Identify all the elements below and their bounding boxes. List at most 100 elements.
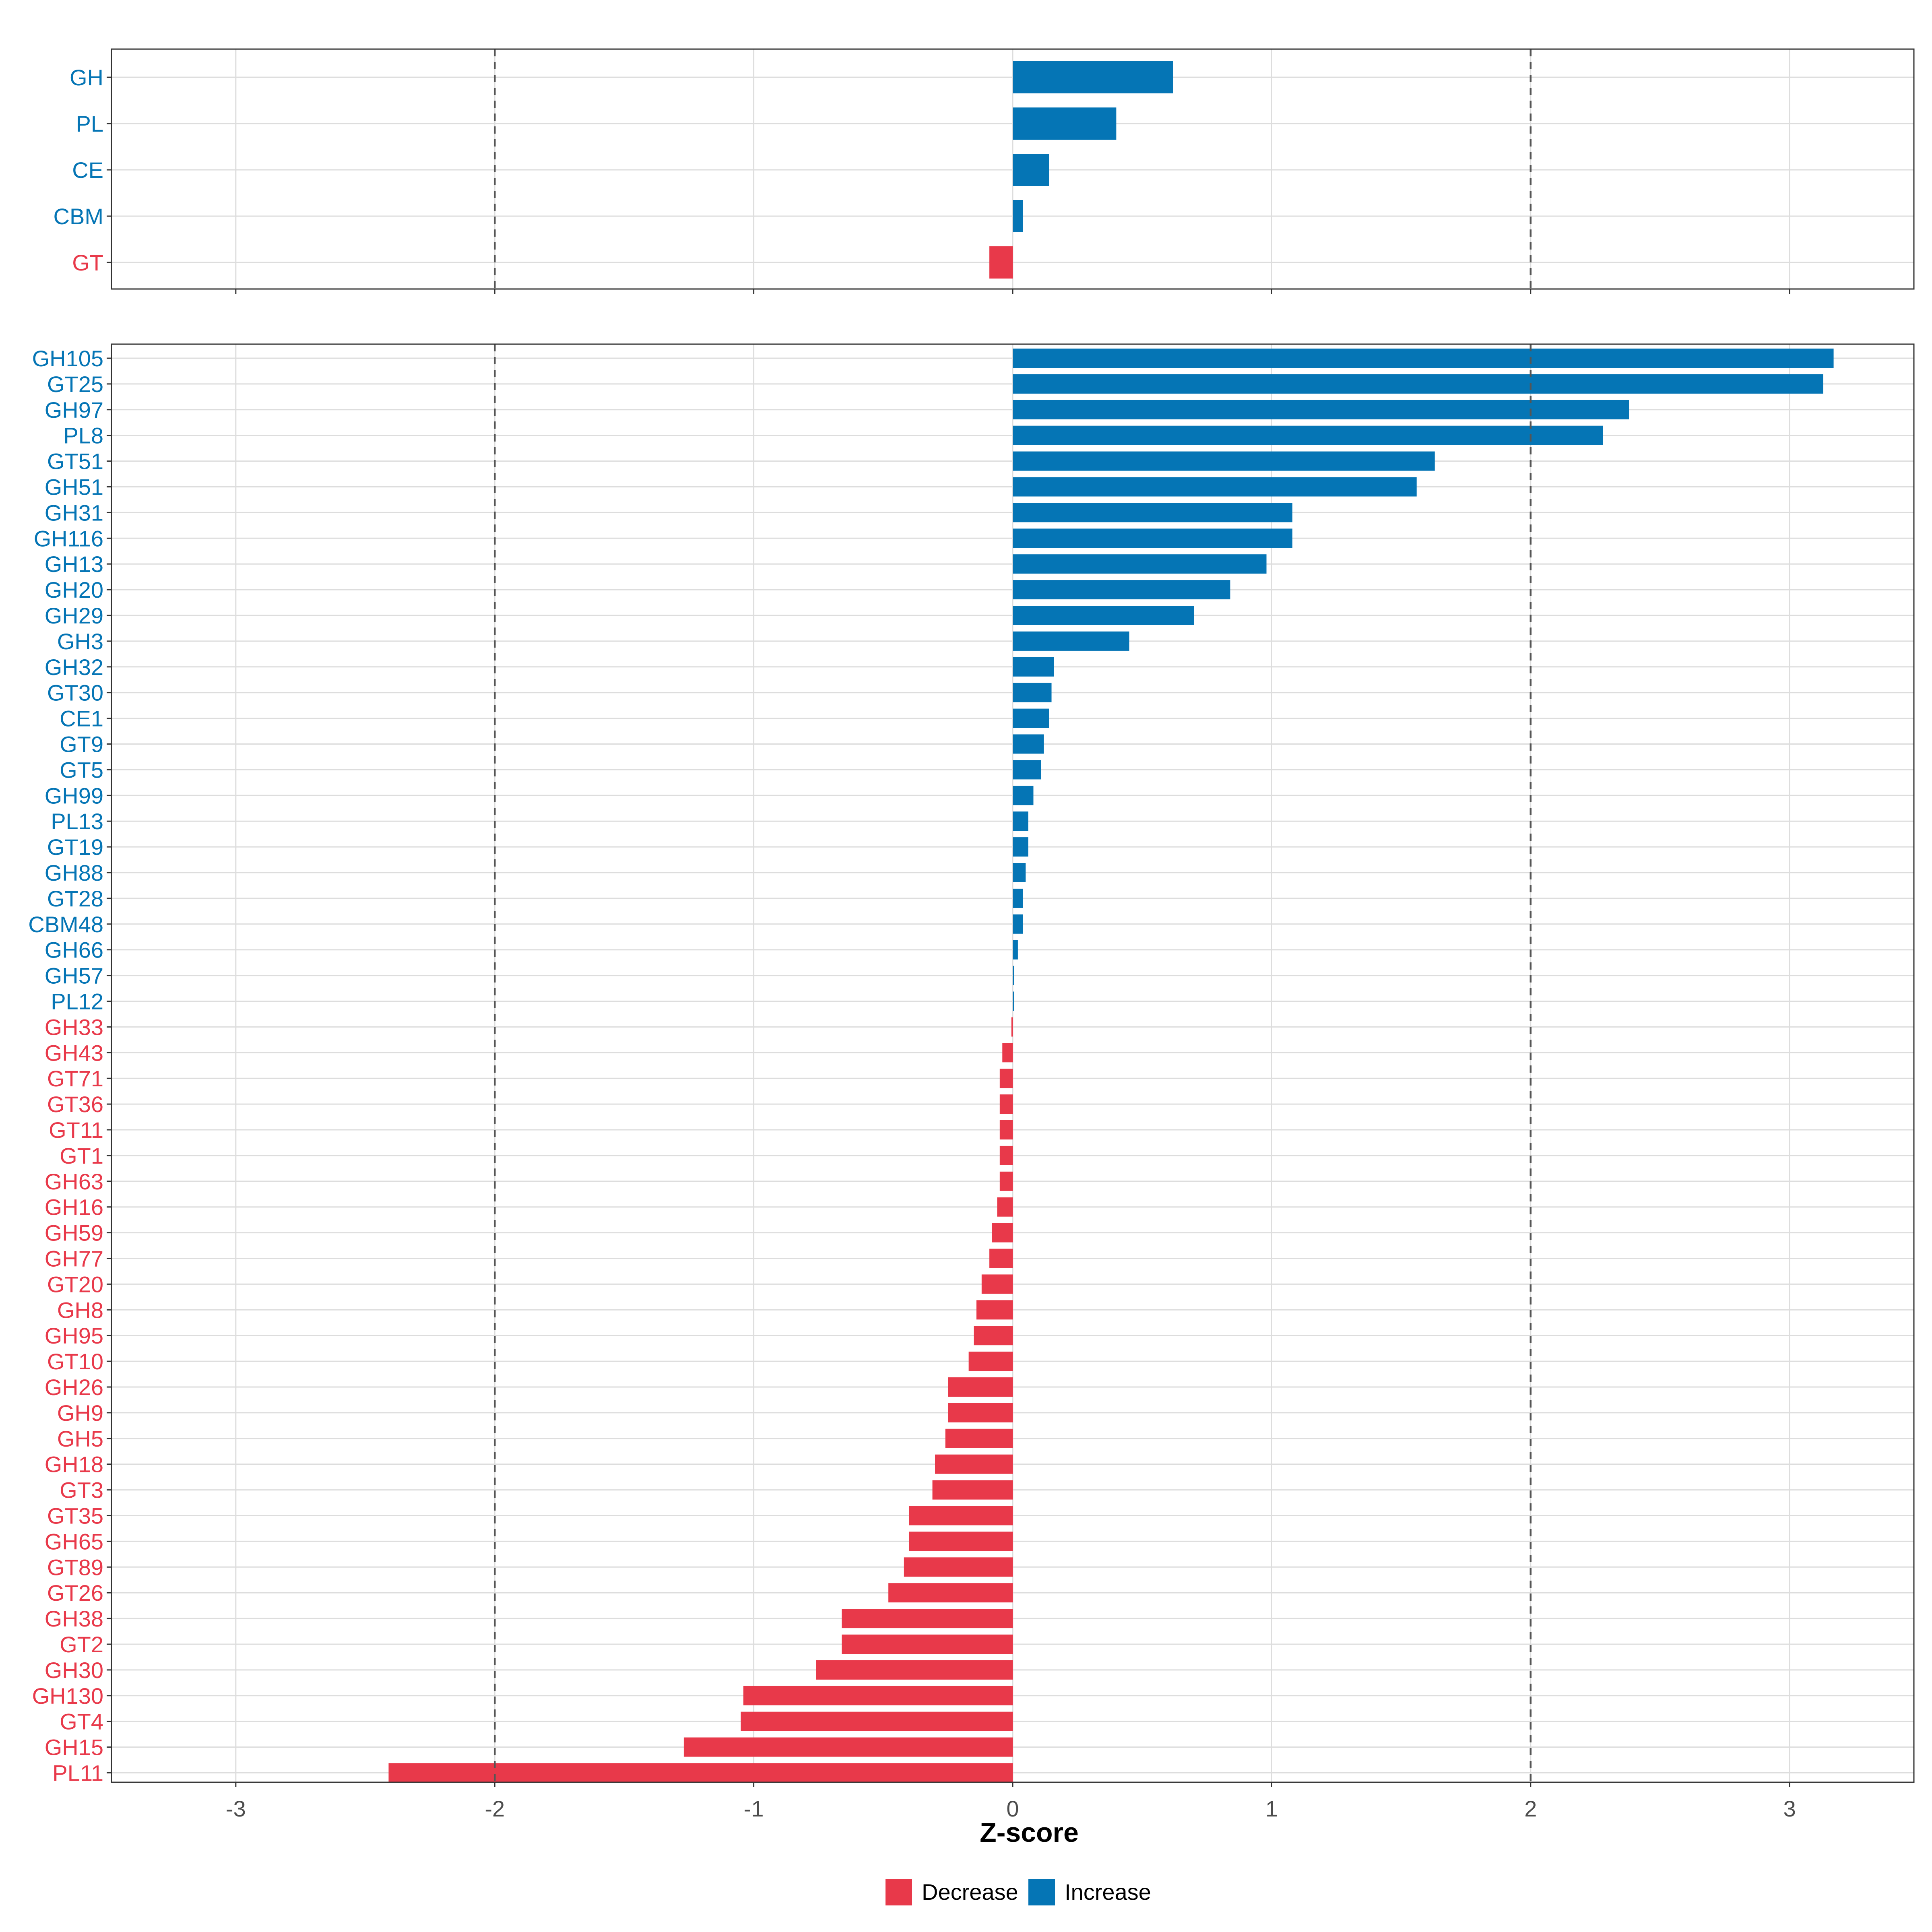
category-label: GH38 (45, 1606, 103, 1631)
category-label: GH16 (45, 1195, 103, 1220)
category-label: GT25 (47, 372, 103, 397)
category-label: GH33 (45, 1014, 103, 1040)
bar-pl11 (388, 1763, 1013, 1783)
bar-ce (1013, 154, 1049, 186)
bar-gh30 (816, 1660, 1013, 1680)
category-label: GH116 (34, 526, 103, 551)
bar-gh33 (1011, 1017, 1013, 1037)
bar-gh105 (1013, 349, 1834, 368)
category-label: GT10 (47, 1349, 103, 1374)
category-label: GH59 (45, 1220, 103, 1246)
top-panel: GH PL CE CBM GT (54, 48, 1915, 294)
bar-gh99 (1013, 786, 1034, 805)
legend-swatch-decrease (886, 1879, 912, 1905)
category-label: GH20 (45, 577, 103, 603)
bar-gh57 (1013, 966, 1014, 985)
x-tick-label: -2 (485, 1796, 505, 1821)
bar-gh38 (842, 1609, 1013, 1629)
bar-gt1 (999, 1146, 1013, 1165)
bar-gh63 (999, 1171, 1013, 1191)
category-label: CBM (54, 204, 103, 229)
bar-gh77 (989, 1249, 1013, 1268)
category-label: GH18 (45, 1452, 103, 1477)
bar-pl12 (1013, 991, 1014, 1011)
bar-gt28 (1013, 888, 1023, 908)
category-label: GH57 (45, 963, 103, 989)
category-label: GH3 (57, 629, 103, 654)
category-label: PL11 (52, 1761, 103, 1786)
category-label: GH63 (45, 1169, 103, 1194)
bar-gh95 (974, 1326, 1013, 1346)
bar-gt11 (999, 1120, 1013, 1139)
bar-gh31 (1013, 503, 1292, 522)
bar-gh97 (1013, 400, 1629, 419)
category-label: CBM48 (28, 912, 103, 937)
category-label: GT51 (47, 449, 103, 474)
category-label: GT19 (47, 834, 103, 860)
bar-gt26 (888, 1583, 1013, 1603)
category-label: GH99 (45, 783, 103, 808)
bar-gt10 (968, 1352, 1013, 1371)
category-label: PL (76, 111, 104, 136)
bar-gh29 (1013, 606, 1194, 625)
bar-gh8 (976, 1300, 1013, 1320)
bar-gh9 (948, 1403, 1013, 1422)
bar-gt30 (1013, 683, 1052, 702)
bar-gt35 (909, 1506, 1013, 1525)
legend: Decrease Increase (886, 1879, 1151, 1905)
bar-gt51 (1013, 451, 1435, 471)
category-label: CE1 (60, 706, 103, 731)
category-label: GT71 (47, 1066, 103, 1091)
category-label: GT5 (60, 757, 103, 782)
category-label: GH43 (45, 1040, 103, 1065)
category-label: GH31 (45, 500, 103, 525)
category-label: GT36 (47, 1092, 103, 1117)
category-label: GH130 (32, 1683, 103, 1709)
category-label: GH30 (45, 1657, 103, 1683)
category-label: GH97 (45, 397, 103, 423)
category-label: GH66 (45, 937, 103, 963)
bar-gh43 (1002, 1043, 1013, 1063)
category-label: GH77 (45, 1246, 103, 1271)
category-label: GH26 (45, 1375, 103, 1400)
bottom-panel: GH105GT25GH97PL8GT51GH51GH31GH116GH13GH2… (28, 343, 1915, 1787)
bar-gh88 (1013, 863, 1026, 882)
bar-ce1 (1013, 708, 1049, 728)
bar-gt36 (999, 1094, 1013, 1114)
bar-gt2 (842, 1635, 1013, 1654)
bar-gh32 (1013, 657, 1054, 677)
bar-gh51 (1013, 477, 1417, 497)
bar-pl (1013, 107, 1117, 140)
panel-border (111, 343, 1915, 1783)
x-axis-title: Z-score (980, 1817, 1079, 1848)
category-label: GH9 (57, 1400, 103, 1426)
panel-border (111, 48, 1915, 290)
x-tick-label: 0 (1006, 1796, 1019, 1821)
category-label: PL12 (51, 989, 103, 1014)
category-label: GT (72, 250, 103, 275)
legend-swatch-increase (1028, 1879, 1055, 1905)
x-tick-label: -3 (226, 1796, 246, 1821)
bar-pl8 (1013, 425, 1603, 445)
category-label: GT26 (47, 1580, 103, 1606)
bar-gt25 (1013, 374, 1823, 394)
bar-gt5 (1013, 760, 1041, 780)
bar-gt (989, 246, 1013, 279)
category-label: GH105 (32, 346, 103, 371)
legend-label-decrease: Decrease (922, 1879, 1018, 1905)
x-axis: -3 -2 -1 0 1 2 3 (226, 1796, 1796, 1821)
bar-gh59 (992, 1223, 1013, 1243)
bar-gt19 (1013, 837, 1028, 857)
category-label: GT35 (47, 1503, 103, 1529)
category-label: GH5 (57, 1426, 103, 1451)
category-label: GT3 (60, 1478, 103, 1503)
bar-gh20 (1013, 580, 1230, 600)
bar-gh16 (997, 1197, 1013, 1217)
category-label: GH51 (45, 475, 103, 500)
category-label: GH88 (45, 860, 103, 886)
bar-gt4 (741, 1711, 1013, 1731)
x-tick-label: 1 (1265, 1796, 1278, 1821)
bar-gh65 (909, 1532, 1013, 1551)
legend-label-increase: Increase (1065, 1879, 1151, 1905)
